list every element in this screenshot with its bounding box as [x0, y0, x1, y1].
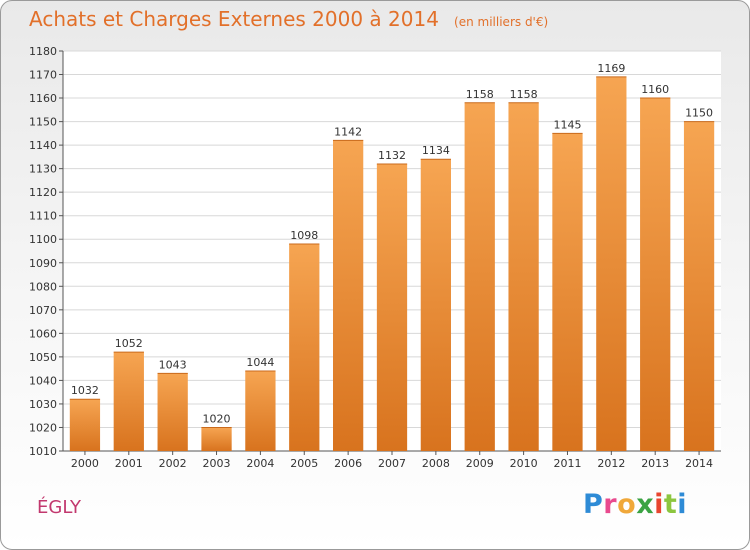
data-label: 1142: [334, 125, 362, 138]
x-tick-label: 2011: [553, 457, 581, 470]
x-tick-label: 2009: [466, 457, 494, 470]
x-tick-label: 2013: [641, 457, 669, 470]
y-tick-label: 1150: [29, 116, 57, 129]
bar: [289, 243, 320, 451]
data-label: 1158: [466, 88, 494, 101]
bar: [157, 373, 188, 451]
y-tick-label: 1160: [29, 92, 57, 105]
y-tick-label: 1070: [29, 304, 57, 317]
y-tick-label: 1020: [29, 421, 57, 434]
x-tick-label: 2003: [203, 457, 231, 470]
data-label: 1160: [641, 83, 669, 96]
x-tick-label: 2010: [510, 457, 538, 470]
x-tick-label: 2007: [378, 457, 406, 470]
logo-letter: P: [583, 489, 604, 520]
bar: [464, 102, 495, 451]
data-label: 1158: [510, 88, 538, 101]
bar: [508, 102, 539, 451]
x-tick-label: 2008: [422, 457, 450, 470]
x-tick-label: 2005: [290, 457, 318, 470]
data-label: 1132: [378, 149, 406, 162]
logo-letter: r: [603, 489, 618, 520]
y-tick-label: 1060: [29, 327, 57, 340]
bar: [245, 371, 276, 451]
data-label: 1134: [422, 144, 450, 157]
y-tick-label: 1180: [29, 45, 57, 58]
data-label: 1044: [246, 356, 274, 369]
x-tick-label: 2012: [597, 457, 625, 470]
bar: [113, 352, 144, 451]
chart-title-main: Achats et Charges Externes 2000 à 2014: [29, 7, 439, 31]
y-tick-label: 1040: [29, 374, 57, 387]
data-label: 1020: [203, 412, 231, 425]
chart-title: Achats et Charges Externes 2000 à 2014 (…: [29, 7, 548, 31]
logo-letter: x: [636, 489, 655, 520]
y-tick-label: 1030: [29, 398, 57, 411]
logo-letter: o: [617, 489, 637, 520]
data-label: 1098: [290, 229, 318, 242]
logo-letter: i: [654, 489, 664, 520]
logo-letter: t: [663, 489, 678, 520]
x-tick-label: 2006: [334, 457, 362, 470]
y-tick-label: 1080: [29, 280, 57, 293]
bar: [332, 140, 364, 452]
bar: [376, 163, 408, 452]
data-label: 1052: [115, 337, 143, 350]
x-tick-label: 2014: [685, 457, 713, 470]
y-tick-label: 1010: [29, 445, 57, 458]
bar: [69, 399, 101, 451]
bar: [552, 133, 583, 451]
x-tick-label: 2002: [159, 457, 187, 470]
bar: [201, 427, 232, 451]
y-tick-label: 1120: [29, 186, 57, 199]
chart-title-unit: (en milliers d'€): [454, 15, 549, 29]
bar: [596, 76, 627, 451]
bar: [683, 121, 715, 452]
y-tick-label: 1140: [29, 139, 57, 152]
x-tick-label: 2000: [71, 457, 99, 470]
x-tick-label: 2001: [115, 457, 143, 470]
y-tick-label: 1050: [29, 351, 57, 364]
data-label: 1043: [159, 358, 187, 371]
y-tick-label: 1130: [29, 163, 57, 176]
y-tick-label: 1100: [29, 233, 57, 246]
data-label: 1150: [685, 107, 713, 120]
y-tick-label: 1170: [29, 69, 57, 82]
commune-name: ÉGLY: [37, 497, 81, 518]
data-label: 1169: [597, 62, 625, 75]
x-tick-label: 2004: [246, 457, 274, 470]
y-tick-label: 1110: [29, 210, 57, 223]
data-label: 1145: [553, 118, 581, 131]
data-label: 1032: [71, 384, 99, 397]
bar: [640, 98, 671, 451]
bar: [420, 159, 452, 451]
y-tick-label: 1090: [29, 257, 57, 270]
logo-letter: i: [677, 489, 688, 520]
proxiti-logo[interactable]: Proxiti: [583, 489, 687, 520]
